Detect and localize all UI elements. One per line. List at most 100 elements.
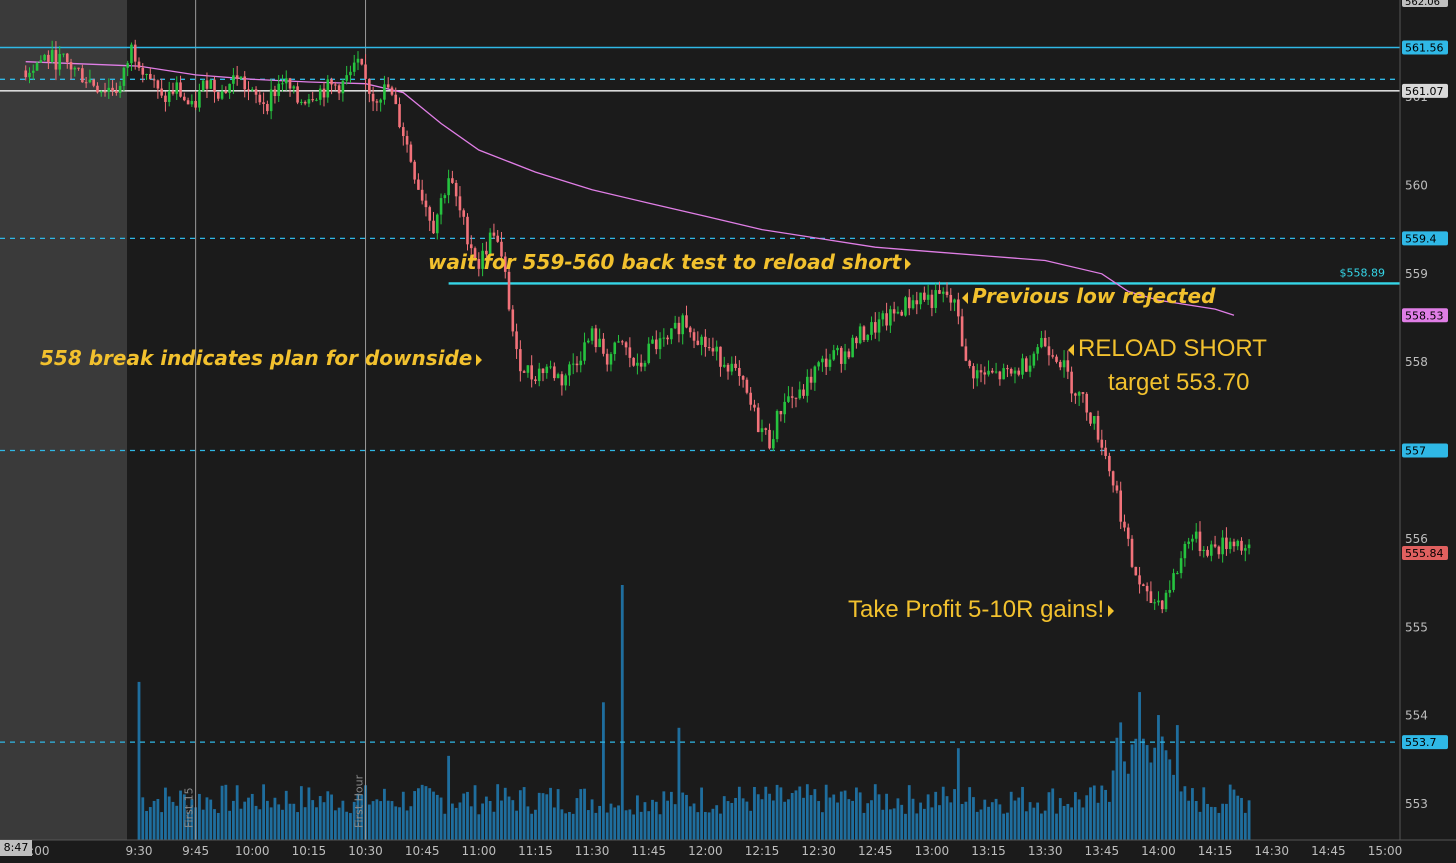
candle-body <box>670 328 673 340</box>
candle-body <box>537 368 541 382</box>
candle-body <box>583 342 586 361</box>
candle-body <box>492 232 496 236</box>
candle-body <box>1100 439 1104 448</box>
volume-bar <box>522 787 526 840</box>
price-axis[interactable] <box>1400 0 1456 840</box>
premarket-shading <box>0 0 127 840</box>
candle-body <box>836 347 839 351</box>
volume-bar <box>303 807 307 840</box>
volume-bar <box>156 799 160 840</box>
candle-body <box>439 198 443 215</box>
candle-body <box>915 300 919 305</box>
volume-bar <box>318 796 322 840</box>
pointer-right-icon <box>476 353 483 366</box>
volume-bar <box>1225 803 1228 840</box>
candle-body <box>760 428 764 433</box>
candle-body <box>704 336 707 348</box>
time-tick-label: 13:30 <box>1028 844 1063 858</box>
candle-body <box>594 328 598 348</box>
time-axis[interactable] <box>0 840 1456 863</box>
candle-body <box>892 309 896 314</box>
candle-body <box>579 360 583 366</box>
volume-bar <box>1092 785 1096 840</box>
candle-body <box>745 379 749 393</box>
volume-bar <box>998 804 1002 840</box>
horizontal-levels[interactable]: $558.89 <box>0 46 1400 743</box>
candle-body <box>145 73 148 75</box>
candle-body <box>469 244 473 249</box>
candle-body <box>1096 415 1100 440</box>
volume-bar <box>492 811 496 840</box>
volume-bar <box>802 797 805 840</box>
candle-body <box>858 326 862 344</box>
volume-bar <box>439 797 443 840</box>
volume-bar <box>205 797 209 840</box>
time-tick-label: 13:00 <box>915 844 950 858</box>
candle-body <box>398 104 401 128</box>
candle-body <box>832 350 836 360</box>
volume-bar <box>356 793 360 840</box>
volume-bar <box>1191 788 1194 840</box>
volume-bar <box>239 808 243 840</box>
volume-bar <box>1213 807 1217 840</box>
volume-bar <box>164 787 167 840</box>
time-tick-label: 14:00 <box>1141 844 1176 858</box>
volume-bar <box>556 789 560 840</box>
volume-bar <box>477 814 481 840</box>
volume-bar <box>726 801 730 840</box>
candle-body <box>741 376 745 380</box>
candle-body <box>964 346 968 361</box>
candle-body <box>1066 360 1070 372</box>
volume-bar <box>715 805 719 840</box>
candle-body <box>262 102 265 104</box>
candle-body <box>809 376 813 383</box>
annotation-558-break: 558 break indicates plan for downside <box>40 346 483 370</box>
volume-bar <box>284 790 288 840</box>
candle-body <box>571 363 575 365</box>
volume-bar <box>651 799 654 840</box>
candle-body <box>1055 356 1058 362</box>
candle-body <box>866 334 870 341</box>
volume-bar <box>511 800 515 840</box>
candle-body <box>511 309 515 332</box>
volume-bar <box>907 785 911 840</box>
candle-body <box>688 327 692 333</box>
volume-bar <box>575 798 579 840</box>
volume-bar <box>639 811 643 840</box>
candle-body <box>541 368 545 374</box>
volume-bar <box>734 797 737 840</box>
candle-body <box>907 297 911 309</box>
candle-body <box>711 348 715 352</box>
candle-body <box>1202 549 1206 551</box>
vwap-badge-text: 558.53 <box>1405 309 1444 322</box>
candle-body <box>636 362 639 366</box>
volume-bar <box>507 796 511 840</box>
candle-body <box>806 376 809 396</box>
candle-body <box>1172 573 1175 590</box>
candle-body <box>107 87 111 92</box>
candle-body <box>1206 549 1209 556</box>
candle-body <box>156 80 160 89</box>
volume-bar <box>299 786 303 840</box>
candle-body <box>1240 540 1243 551</box>
volume-bar <box>628 809 632 840</box>
volume-bar <box>1111 770 1115 840</box>
candle-body <box>451 178 454 183</box>
volume-bar <box>590 799 594 840</box>
volume-bar <box>930 807 934 840</box>
annotation-take-profit-text: Take Profit 5-10R gains! <box>848 596 1105 623</box>
volume-bar <box>526 806 530 840</box>
candle-body <box>1153 602 1156 604</box>
candle-body <box>424 200 428 208</box>
candle-body <box>488 232 492 255</box>
volume-bar <box>783 801 787 840</box>
volume-bar <box>277 804 281 840</box>
volume-bar <box>979 809 983 840</box>
candle-body <box>1138 575 1141 585</box>
price-badge-text: 561.07 <box>1405 85 1444 98</box>
candle-body <box>402 127 405 137</box>
volume-bar <box>1013 800 1017 840</box>
candle-body <box>772 439 775 449</box>
volume-bar <box>182 794 186 840</box>
